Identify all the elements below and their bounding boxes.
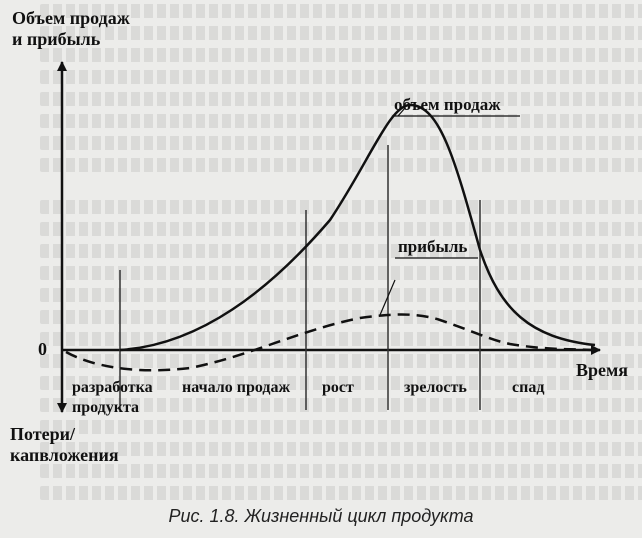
y-axis-bottom-label-line2: капвложения [10, 445, 119, 465]
y-axis-top-label-line2: и прибыль [12, 29, 101, 49]
sales-label-leader [397, 107, 406, 117]
profit-label-leader [379, 279, 396, 316]
x-axis-label: Время [576, 360, 628, 380]
stage-label-growth: рост [322, 379, 354, 396]
figure-caption: Рис. 1.8. Жизненный цикл продукта [168, 506, 474, 526]
stage-label-development-line1: разработка [72, 379, 153, 396]
stage-label-introduction: начало продаж [182, 379, 290, 396]
profit-curve-label: прибыль [398, 237, 467, 256]
stage-label-decline: спад [512, 379, 544, 396]
stage-label-development-line2: продукта [72, 399, 139, 416]
sales-curve [119, 103, 596, 352]
profit-curve [65, 313, 596, 372]
stage-label-maturity: зрелость [404, 379, 467, 396]
y-axis-bottom-label-line1: Потери/ [10, 424, 76, 444]
sales-curve-label: объем продаж [394, 95, 501, 114]
zero-label: 0 [38, 339, 47, 359]
y-axis-top-label-line1: Объем продаж [12, 8, 131, 28]
